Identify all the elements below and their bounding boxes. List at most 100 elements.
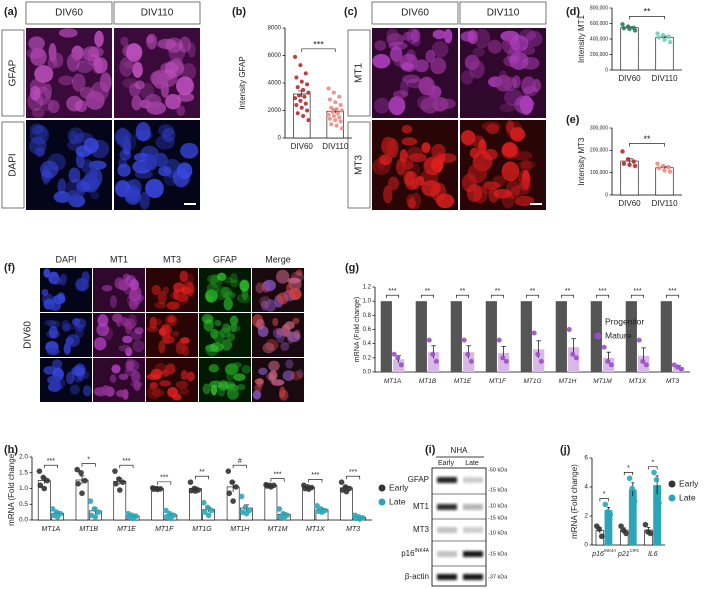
significance-label: **	[643, 134, 651, 144]
cell	[226, 387, 239, 400]
data-point	[660, 32, 666, 38]
cell	[265, 338, 279, 352]
cell	[109, 374, 117, 383]
cell	[287, 277, 301, 284]
cell	[145, 178, 164, 199]
data-point	[333, 118, 338, 123]
cell	[514, 195, 535, 207]
x-tick-label: MT1B	[419, 378, 437, 385]
x-tick-label: MT1F	[155, 526, 174, 533]
significance-bracket	[526, 294, 539, 299]
x-tick-label: MT3	[666, 378, 679, 385]
data-point	[329, 122, 334, 127]
cell	[430, 182, 447, 202]
bar	[113, 480, 127, 521]
x-tick-label-text: MT3	[346, 526, 360, 533]
cell	[62, 323, 71, 333]
cell	[177, 297, 189, 306]
data-point	[656, 166, 662, 171]
x-tick-label-text: DIV110	[651, 199, 678, 208]
data-point	[426, 337, 432, 343]
cell	[165, 37, 184, 53]
data-point	[87, 498, 94, 504]
label-box	[1, 121, 25, 209]
y-tick-label: 0.2	[363, 355, 372, 361]
cell	[120, 36, 129, 47]
cell	[125, 358, 136, 368]
cell	[122, 60, 142, 69]
cell	[118, 373, 129, 380]
data-point	[238, 493, 245, 500]
y-tick-label: 0	[605, 192, 608, 198]
y-tick-label: 8000	[268, 26, 282, 32]
data-point	[116, 487, 123, 493]
x-tick-label-text: p16	[591, 551, 604, 558]
data-point	[623, 530, 629, 537]
data-point	[651, 469, 657, 476]
bar	[653, 485, 662, 545]
cell	[276, 292, 289, 305]
data-point	[208, 507, 215, 514]
significance-bracket	[623, 472, 634, 476]
cell	[41, 288, 49, 296]
y-tick-label: 2	[584, 513, 588, 520]
cell	[481, 121, 501, 132]
y-tick-label: 6000	[268, 53, 282, 59]
legend-label: Progenitor	[605, 316, 644, 326]
y-tick-label: 4000	[268, 81, 282, 87]
data-point	[334, 107, 339, 112]
cell	[146, 373, 161, 381]
data-point	[653, 476, 660, 483]
cell	[29, 85, 41, 101]
cell	[66, 53, 80, 72]
cell	[264, 299, 277, 312]
data-point	[598, 533, 605, 540]
cell	[74, 327, 84, 339]
x-tick-label-text: MT1H	[230, 526, 250, 533]
data-point	[629, 485, 635, 492]
cell	[505, 120, 515, 134]
data-point	[243, 510, 250, 517]
x-tick-label: DIV60	[618, 199, 641, 208]
marker-label: -15 kDa	[488, 551, 508, 557]
blot-band	[463, 504, 483, 510]
cell	[519, 95, 533, 116]
data-point	[337, 115, 342, 120]
cell	[180, 337, 190, 344]
cell	[388, 41, 408, 51]
bar	[498, 352, 510, 372]
cell	[379, 154, 393, 166]
cell	[29, 125, 50, 145]
data-point	[154, 486, 161, 493]
data-point	[642, 521, 649, 528]
cell	[57, 178, 67, 195]
data-point	[573, 355, 579, 361]
cell	[254, 383, 262, 393]
blot-band	[463, 551, 483, 557]
data-point	[631, 159, 636, 164]
significance-bracket	[346, 475, 361, 480]
data-point	[643, 362, 649, 368]
significance-label: #	[238, 458, 242, 465]
marker-label: -10 kDa	[488, 530, 508, 536]
panel-letter: (f)	[4, 262, 15, 274]
data-point	[40, 474, 47, 481]
cell	[181, 63, 197, 81]
cell	[252, 390, 262, 400]
cell	[374, 97, 390, 114]
column-label: GFAP	[213, 254, 237, 264]
significance-label: **	[643, 7, 651, 17]
x-tick-label-superscript: CIP1	[630, 548, 639, 553]
cell	[531, 78, 542, 93]
x-tick-label: DIV110	[651, 199, 678, 208]
row-label: GFAP	[8, 59, 19, 86]
data-point	[330, 109, 335, 114]
cell	[486, 123, 500, 135]
y-tick-label: 300,000	[590, 125, 608, 131]
bar	[302, 487, 316, 521]
cell	[61, 320, 70, 332]
significance-label: ***	[388, 288, 396, 295]
y-tick-label: 0	[278, 136, 282, 142]
significance-bracket	[157, 481, 172, 485]
